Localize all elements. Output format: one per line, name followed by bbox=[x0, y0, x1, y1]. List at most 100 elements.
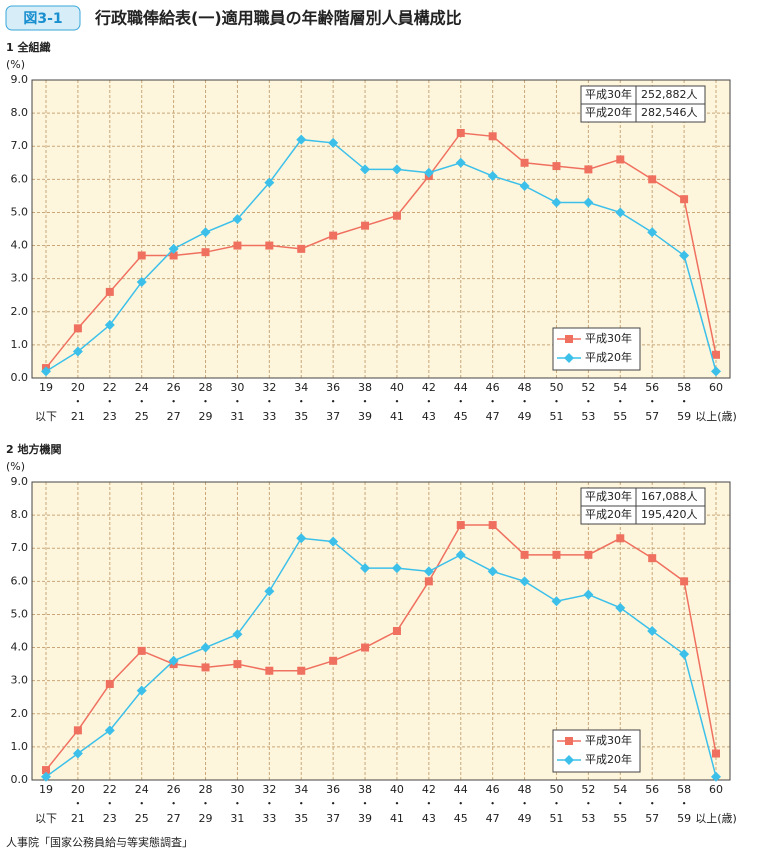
legend-label: 平成20年 bbox=[585, 752, 632, 766]
x-tick-label: 33 bbox=[262, 410, 276, 423]
point bbox=[520, 550, 529, 559]
point bbox=[136, 685, 147, 696]
y-tick-label: 5.0 bbox=[11, 205, 29, 218]
x-tick-label: ・ bbox=[72, 797, 83, 810]
x-tick-label: 36 bbox=[326, 381, 340, 394]
x-tick-label: 43 bbox=[422, 812, 436, 825]
x-tick-label: 20 bbox=[71, 783, 85, 796]
x-tick-label: 38 bbox=[358, 381, 372, 394]
x-tick-label: 45 bbox=[454, 410, 468, 423]
point bbox=[72, 346, 83, 357]
point bbox=[73, 324, 82, 333]
point bbox=[296, 533, 307, 544]
point bbox=[168, 243, 179, 254]
y-tick-label: 0.0 bbox=[11, 773, 29, 786]
table-cell: 282,546人 bbox=[641, 106, 698, 119]
point bbox=[137, 646, 146, 655]
point bbox=[328, 137, 339, 148]
x-tick-label: 54 bbox=[613, 381, 627, 394]
point bbox=[488, 132, 497, 141]
point bbox=[328, 536, 339, 547]
y-tick-label: 7.0 bbox=[11, 541, 29, 554]
point bbox=[455, 157, 466, 168]
x-tick-label: ・ bbox=[647, 395, 658, 408]
x-tick-label: 55 bbox=[613, 410, 627, 423]
point bbox=[232, 629, 243, 640]
y-tick-label: 4.0 bbox=[11, 239, 29, 252]
x-tick-label: 52 bbox=[581, 783, 595, 796]
x-tick-label: 19 bbox=[39, 783, 53, 796]
x-tick-label: ・ bbox=[423, 395, 434, 408]
x-tick-label: 44 bbox=[454, 783, 468, 796]
point bbox=[551, 596, 562, 607]
x-tick-label: ・ bbox=[391, 395, 402, 408]
x-tick-label: 49 bbox=[518, 812, 532, 825]
point bbox=[105, 679, 114, 688]
x-tick-label: 60 bbox=[709, 381, 723, 394]
y-tick-label: 0.0 bbox=[11, 371, 29, 384]
point bbox=[361, 643, 370, 652]
x-tick-label: ・ bbox=[104, 797, 115, 810]
point bbox=[584, 165, 593, 174]
x-tick-label: 21 bbox=[71, 410, 85, 423]
x-tick-label: 23 bbox=[103, 410, 117, 423]
x-tick-label: 以下 bbox=[35, 812, 57, 825]
x-tick-label: 41 bbox=[390, 812, 404, 825]
x-tick-label: 42 bbox=[422, 381, 436, 394]
x-tick-label: 53 bbox=[581, 410, 595, 423]
plot-frame bbox=[31, 79, 731, 379]
point bbox=[329, 231, 338, 240]
x-tick-label: ・ bbox=[296, 797, 307, 810]
x-tick-label: 44 bbox=[454, 381, 468, 394]
point bbox=[680, 577, 689, 586]
x-tick-label: ・ bbox=[455, 797, 466, 810]
point bbox=[297, 666, 306, 675]
x-tick-label: 53 bbox=[581, 812, 595, 825]
x-tick-label: 59 bbox=[677, 812, 691, 825]
point bbox=[456, 128, 465, 137]
point bbox=[519, 576, 530, 587]
x-tick-label: 32 bbox=[262, 381, 276, 394]
point bbox=[72, 748, 83, 759]
x-tick-label: 以下 bbox=[35, 410, 57, 423]
x-tick-label: 51 bbox=[549, 410, 563, 423]
point bbox=[712, 350, 720, 359]
legend-marker bbox=[565, 335, 573, 343]
y-tick-label: 6.0 bbox=[11, 574, 29, 587]
point bbox=[201, 248, 210, 257]
point bbox=[615, 207, 626, 218]
x-tick-label: ・ bbox=[328, 797, 339, 810]
x-tick-label: 32 bbox=[262, 783, 276, 796]
x-tick-label: 30 bbox=[230, 783, 244, 796]
x-tick-label: 48 bbox=[518, 381, 532, 394]
point bbox=[264, 177, 275, 188]
x-tick-label: 47 bbox=[486, 410, 500, 423]
x-tick-label: ・ bbox=[679, 797, 690, 810]
x-tick-label: 28 bbox=[199, 381, 213, 394]
x-tick-label: ・ bbox=[136, 797, 147, 810]
y-tick-label: 7.0 bbox=[11, 139, 29, 152]
y-tick-label: 5.0 bbox=[11, 607, 29, 620]
point bbox=[296, 134, 307, 145]
point bbox=[42, 766, 50, 775]
x-tick-label: 52 bbox=[581, 381, 595, 394]
x-tick-label: 60 bbox=[709, 783, 723, 796]
table-cell: 平成20年 bbox=[585, 507, 632, 521]
x-tick-label: 37 bbox=[326, 410, 340, 423]
x-tick-label: 58 bbox=[677, 381, 691, 394]
point bbox=[360, 563, 371, 574]
x-tick-label: 21 bbox=[71, 812, 85, 825]
table-cell: 平成30年 bbox=[585, 87, 632, 101]
x-tick-label: 31 bbox=[230, 410, 244, 423]
x-tick-label: 27 bbox=[167, 410, 181, 423]
x-tick-label: ・ bbox=[200, 395, 211, 408]
point bbox=[392, 211, 401, 220]
point bbox=[551, 197, 562, 208]
point bbox=[488, 521, 497, 530]
y-axis-label: (%) bbox=[6, 58, 25, 71]
x-tick-label: 25 bbox=[135, 812, 149, 825]
x-tick-label: 29 bbox=[199, 812, 213, 825]
x-tick-label: 24 bbox=[135, 381, 149, 394]
x-tick-label: 37 bbox=[326, 812, 340, 825]
x-tick-label: ・ bbox=[296, 395, 307, 408]
